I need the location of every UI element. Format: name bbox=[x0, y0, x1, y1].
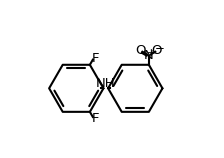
Text: F: F bbox=[91, 52, 99, 65]
Text: N: N bbox=[144, 49, 154, 62]
Text: +: + bbox=[147, 48, 156, 58]
Text: −: − bbox=[155, 42, 165, 55]
Text: F: F bbox=[91, 112, 99, 125]
Text: NH: NH bbox=[96, 77, 116, 90]
Text: O: O bbox=[136, 44, 146, 57]
Text: O: O bbox=[152, 44, 162, 57]
